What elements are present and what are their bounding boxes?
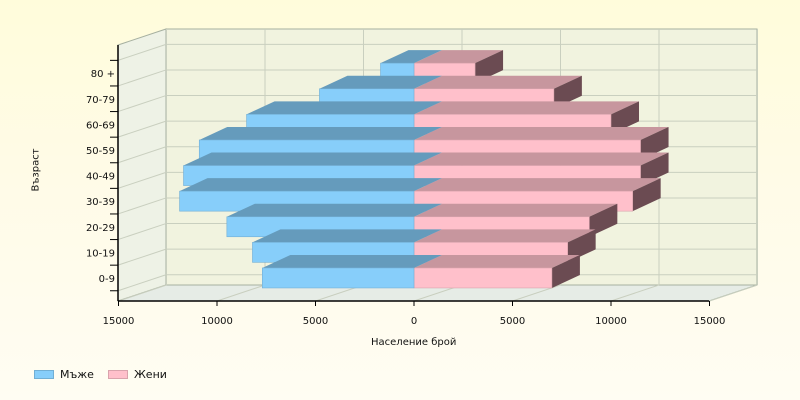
gridline-floor <box>216 284 266 302</box>
y-tick-label: 40-49 <box>86 172 115 183</box>
bar-male-top <box>262 254 442 268</box>
y-tick-label: 10-19 <box>86 248 115 259</box>
legend-item-female: Жени <box>107 368 167 381</box>
bar-female-top <box>414 229 596 243</box>
bar-male-top <box>226 203 442 217</box>
bar-female-side <box>475 50 504 84</box>
gridline-floor <box>610 284 660 302</box>
bar-female-top <box>414 203 618 217</box>
bar-female-top <box>414 178 661 192</box>
bar-female-side <box>551 254 580 288</box>
y-tick-label: 60-69 <box>86 120 115 131</box>
x-tick-label: 0 <box>411 316 417 327</box>
legend-label-male: Мъже <box>60 368 94 381</box>
bar-female-top <box>414 75 582 89</box>
legend-item-male: Мъже <box>34 368 94 381</box>
x-tick-label: 15000 <box>103 316 135 327</box>
legend-swatch-female <box>107 370 128 379</box>
gridline-floor <box>118 284 167 302</box>
legend-label-female: Жени <box>133 368 167 381</box>
bar-male-top <box>183 152 442 166</box>
bar-female-side <box>567 229 596 263</box>
x-tick-label: 5000 <box>500 316 525 327</box>
bar-male-top <box>252 229 442 243</box>
bar-female <box>413 267 553 289</box>
side-wall <box>117 28 167 302</box>
bar-female-side <box>611 101 639 135</box>
gridline-side <box>117 197 167 215</box>
bar-male-top <box>319 75 442 89</box>
x-tick-label: 15000 <box>694 316 726 327</box>
y-tick-label: 20-29 <box>86 223 115 234</box>
y-axis-label: Възраст <box>30 148 42 192</box>
gridline-floor <box>709 284 758 302</box>
bar-female-side <box>553 75 582 109</box>
y-tick-label: 70-79 <box>86 95 115 106</box>
gridline-side <box>117 223 167 241</box>
bar-female-side <box>589 203 618 237</box>
bar-female-top <box>414 254 580 268</box>
bar-male <box>262 267 415 289</box>
bar-male-top <box>199 126 442 140</box>
bar-female-top <box>414 101 639 115</box>
y-tick-label: 0-9 <box>99 274 115 285</box>
gridline-side <box>117 43 167 61</box>
x-tick-label: 10000 <box>201 316 233 327</box>
gridline-side <box>117 120 167 138</box>
gridline-side <box>117 171 167 189</box>
bar-male-top <box>246 101 442 115</box>
gridline-side <box>117 274 167 292</box>
x-tick-label: 10000 <box>595 316 627 327</box>
legend: Мъже Жени <box>34 368 167 381</box>
x-tick-label: 5000 <box>303 316 328 327</box>
gridline-side <box>117 248 167 266</box>
bar-female-top <box>414 126 669 140</box>
bar-male-top <box>380 50 442 64</box>
gridline-side <box>117 146 167 164</box>
y-tick-label: 80 + <box>91 69 115 80</box>
y-tick-label: 30-39 <box>86 197 115 208</box>
bar-male-top <box>179 178 442 192</box>
gridline-side <box>117 69 167 87</box>
bar-female-side <box>640 152 669 186</box>
gridline-side <box>117 95 167 113</box>
bar-female-side <box>632 178 661 212</box>
x-axis-label: Население брой <box>371 337 457 348</box>
bar-female-side <box>640 126 669 160</box>
bar-female-top <box>414 50 504 64</box>
legend-swatch-male <box>34 370 54 379</box>
bar-female-top <box>414 152 669 166</box>
y-tick-label: 50-59 <box>86 146 115 157</box>
